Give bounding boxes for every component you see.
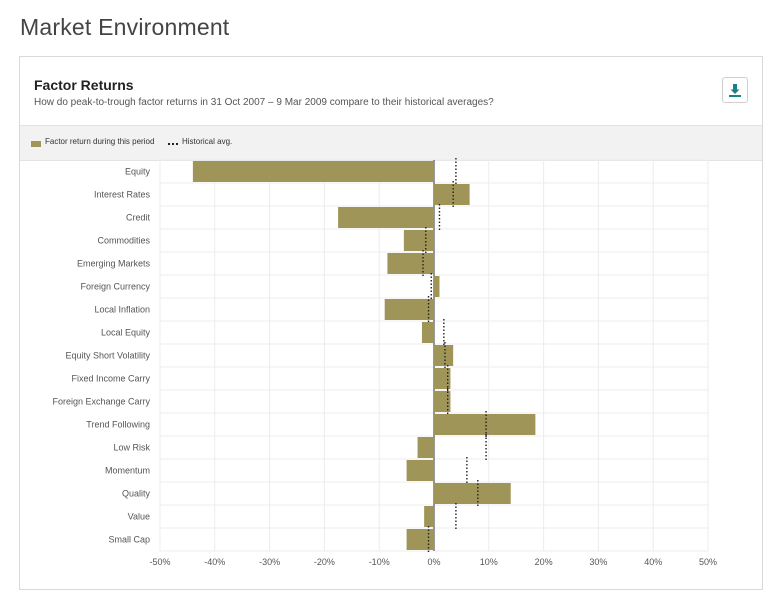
category-label: Interest Rates [94, 190, 151, 200]
legend: Factor return during this period Histori… [20, 125, 762, 161]
bar [387, 253, 434, 274]
bar [406, 460, 434, 481]
bar [417, 437, 434, 458]
category-label: Quality [122, 489, 151, 499]
factor-returns-card: Factor Returns How do peak-to-trough fac… [19, 56, 763, 590]
bar [192, 161, 434, 182]
category-label: Equity [125, 167, 151, 177]
card-title: Factor Returns [34, 77, 134, 93]
category-label: Foreign Exchange Carry [52, 397, 150, 407]
x-tick-label: -40% [204, 557, 225, 567]
x-tick-label: -10% [369, 557, 390, 567]
x-tick-label: 20% [535, 557, 553, 567]
category-label: Momentum [105, 466, 150, 476]
bar [434, 414, 536, 435]
category-label: Emerging Markets [77, 259, 151, 269]
bar [424, 506, 434, 527]
x-tick-label: -30% [259, 557, 280, 567]
bar [406, 529, 434, 550]
bar [384, 299, 434, 320]
x-tick-label: 50% [699, 557, 717, 567]
x-tick-label: -50% [149, 557, 170, 567]
legend-swatch-bar [31, 141, 41, 147]
download-button[interactable] [722, 77, 748, 103]
download-icon [729, 84, 741, 97]
x-tick-label: 30% [589, 557, 607, 567]
page-title: Market Environment [20, 14, 230, 40]
category-label: Fixed Income Carry [71, 374, 150, 384]
category-label: Trend Following [86, 420, 150, 430]
category-label: Low Risk [113, 443, 150, 453]
category-label: Equity Short Volatility [65, 351, 150, 361]
bar [338, 207, 434, 228]
category-label: Small Cap [108, 535, 150, 545]
x-tick-label: 10% [480, 557, 498, 567]
bar [434, 345, 454, 366]
category-label: Local Equity [101, 328, 151, 338]
category-label: Local Inflation [94, 305, 150, 315]
x-tick-label: -20% [314, 557, 335, 567]
category-label: Credit [126, 213, 151, 223]
x-tick-label: 0% [427, 557, 440, 567]
legend-swatch-avg [168, 143, 178, 145]
bar [434, 184, 470, 205]
card-subtitle: How do peak-to-trough factor returns in … [34, 97, 494, 108]
legend-label-avg: Historical avg. [182, 137, 233, 146]
bar [434, 368, 451, 389]
bar [434, 483, 511, 504]
x-tick-label: 40% [644, 557, 662, 567]
bar [434, 276, 440, 297]
bar [434, 391, 451, 412]
bar [403, 230, 434, 251]
category-label: Value [128, 512, 150, 522]
category-label: Foreign Currency [80, 282, 150, 292]
category-label: Commodities [97, 236, 150, 246]
legend-label-bar: Factor return during this period [45, 137, 155, 146]
bar [421, 322, 434, 343]
